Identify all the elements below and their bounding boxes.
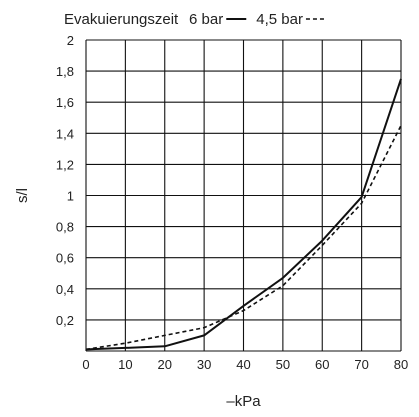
y-tick-label: 1,2 [56,157,74,172]
x-tick-label: 50 [276,357,290,372]
x-tick-label: 60 [315,357,329,372]
grid [85,39,402,352]
x-tick-label: 10 [118,357,132,372]
y-tick-label: 1 [67,189,74,204]
series-line-dashed [85,125,402,351]
series-group [85,78,402,351]
legend: 6 bar 4,5 bar [189,11,326,28]
series-line-solid [85,78,402,351]
y-tick-labels: 0,2 0,4 0,6 0,8 1 1,2 1,4 1,6 1,8 2 [56,33,74,328]
legend-label: 6 bar [189,11,223,28]
y-tick-label: 0,6 [56,251,74,266]
y-tick-label: 0,2 [56,313,74,328]
x-tick-label: 0 [82,357,89,372]
y-tick-label: 0,8 [56,220,74,235]
y-axis-label: s/l [14,188,31,203]
x-tick-label: 20 [158,357,172,372]
legend-label: 4,5 bar [256,11,303,28]
y-tick-label: 0,4 [56,282,74,297]
x-axis-label: –kPa [226,393,261,410]
y-tick-label: 1,6 [56,95,74,110]
y-tick-label: 1,8 [56,64,74,79]
x-tick-label: 30 [197,357,211,372]
x-tick-label: 80 [394,357,408,372]
y-tick-label: 1,4 [56,126,74,141]
x-tick-labels: 0 10 20 30 40 50 60 70 80 [82,357,408,372]
x-tick-label: 70 [354,357,368,372]
chart-title: Evakuierungszeit [64,11,179,28]
y-tick-label: 2 [67,33,74,48]
x-tick-label: 40 [236,357,250,372]
